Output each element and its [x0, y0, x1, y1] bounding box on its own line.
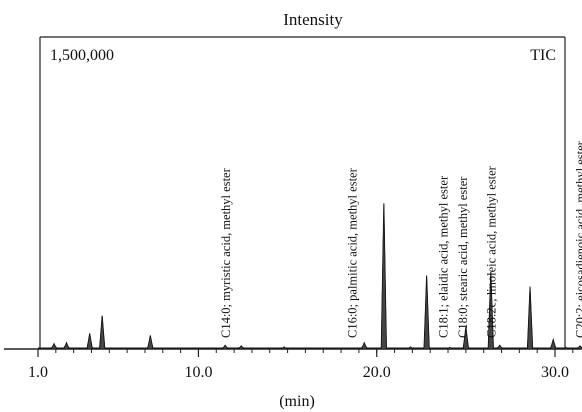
peak — [496, 344, 503, 350]
peak-marks — [50, 203, 582, 350]
x-tick-label: 1.0 — [28, 364, 48, 381]
peak-annotation: C18:2c; linoleic acid, methyl ester — [484, 165, 498, 338]
peak — [562, 346, 570, 350]
peak — [446, 346, 454, 350]
peak-annotation: C16:0; palmitic acid, methyl ester — [345, 167, 359, 338]
peak — [237, 345, 245, 350]
peak — [361, 341, 368, 350]
peak — [380, 203, 387, 350]
peak-annotation: C20:2; eicosadienoic acid, methyl ester — [574, 140, 582, 338]
x-tick-label: 30.0 — [541, 364, 569, 381]
x-tick-labels: 1.0 10.0 20.0 30.0 — [28, 364, 569, 381]
chart-title: Intensity — [283, 10, 343, 29]
peak — [550, 338, 557, 350]
trace-label: TIC — [530, 47, 556, 64]
x-axis-label: (min) — [279, 393, 315, 410]
y-max-label: 1,500,000 — [50, 47, 114, 64]
peak — [280, 346, 288, 350]
tic-trace — [38, 203, 582, 349]
peak — [147, 335, 154, 350]
peak — [487, 272, 494, 350]
peak — [576, 345, 582, 350]
peak — [423, 275, 430, 350]
x-major-ticks — [37, 349, 556, 357]
peak — [527, 286, 533, 350]
peak — [99, 315, 106, 350]
peak — [86, 333, 93, 350]
peak — [222, 344, 229, 350]
peak — [63, 341, 70, 350]
peak — [462, 327, 469, 350]
peak — [407, 346, 415, 350]
peak-annotations: C14:0; myristic acid, methyl ester C16:0;… — [219, 140, 582, 338]
x-tick-label: 10.0 — [184, 364, 212, 381]
peak — [50, 343, 58, 350]
peak-annotation: C14:0; myristic acid, methyl ester — [219, 167, 233, 338]
peak-annotation: C18:0; stearic acid, methyl ester — [456, 176, 470, 338]
x-tick-label: 20.0 — [363, 364, 391, 381]
peak-annotation: C18:1; elaidic acid, methyl ester — [436, 175, 450, 338]
